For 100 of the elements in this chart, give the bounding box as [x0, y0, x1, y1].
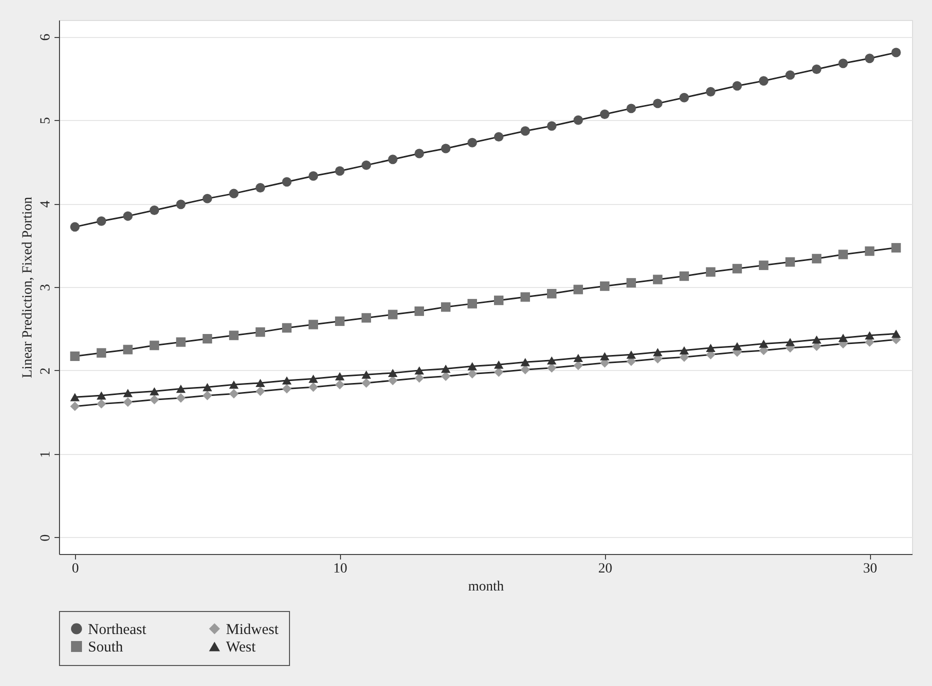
point	[626, 350, 636, 359]
point	[229, 389, 239, 399]
point	[70, 393, 80, 402]
point	[362, 160, 372, 170]
y-tick-label: 2	[38, 367, 54, 374]
point	[176, 384, 186, 393]
point	[652, 98, 662, 108]
point	[494, 296, 504, 306]
point	[573, 284, 583, 294]
point	[758, 260, 768, 270]
point	[150, 394, 160, 404]
x-tick-label: 20	[598, 562, 612, 576]
point	[176, 393, 186, 403]
point	[732, 264, 742, 274]
point	[150, 340, 160, 350]
point	[573, 115, 583, 125]
point	[282, 376, 292, 385]
point	[282, 384, 292, 394]
point	[96, 216, 106, 226]
point	[70, 352, 80, 361]
point	[891, 48, 901, 58]
legend-label: Midwest	[226, 622, 280, 638]
x-tick-label: 0	[72, 562, 79, 576]
point	[150, 206, 160, 215]
point	[520, 364, 530, 374]
point	[600, 352, 610, 360]
point	[388, 310, 398, 320]
point	[573, 360, 583, 370]
y-tick-label: 4	[38, 200, 54, 208]
point	[282, 323, 292, 333]
point	[256, 327, 266, 337]
point	[441, 372, 451, 382]
point	[176, 200, 186, 210]
point	[308, 374, 318, 383]
point	[679, 271, 689, 281]
point	[229, 188, 239, 198]
point	[732, 81, 742, 91]
point	[256, 182, 266, 192]
point	[362, 313, 372, 323]
point	[414, 366, 424, 375]
point	[150, 387, 160, 396]
point	[520, 292, 530, 302]
point	[308, 382, 318, 392]
point	[96, 399, 106, 409]
point	[546, 288, 556, 298]
point	[123, 397, 133, 407]
point	[626, 278, 636, 288]
point	[335, 316, 345, 326]
point	[546, 363, 556, 373]
point	[282, 177, 292, 187]
y-axis-title: Linear Prediction, Fixed Portion	[20, 196, 36, 378]
point	[308, 171, 318, 181]
y-tick-label: 5	[38, 117, 54, 124]
point	[388, 368, 398, 378]
point	[123, 344, 133, 354]
point	[414, 306, 424, 316]
point	[864, 246, 874, 256]
point	[652, 348, 662, 356]
point	[362, 378, 372, 388]
point	[494, 132, 504, 142]
point	[785, 257, 795, 267]
point	[256, 378, 266, 388]
point	[520, 358, 530, 366]
point	[202, 383, 212, 392]
point	[758, 76, 768, 86]
legend-label: South	[88, 640, 124, 656]
y-tick-label: 3	[38, 284, 54, 291]
point	[679, 92, 689, 102]
point	[494, 367, 504, 377]
point	[838, 58, 848, 68]
point	[388, 376, 398, 386]
point	[600, 110, 610, 120]
point	[70, 222, 80, 232]
point	[864, 54, 874, 64]
point	[891, 243, 901, 253]
point	[229, 380, 239, 389]
x-tick-label: 10	[333, 562, 348, 576]
point	[652, 274, 662, 284]
point	[441, 364, 451, 373]
point	[679, 346, 689, 355]
point	[176, 337, 186, 347]
point	[573, 354, 583, 362]
point	[468, 298, 477, 308]
point	[468, 369, 477, 379]
point	[202, 390, 212, 400]
point	[70, 402, 80, 412]
point	[600, 281, 610, 291]
point	[229, 330, 239, 340]
point	[838, 250, 848, 260]
point	[812, 254, 822, 264]
point	[785, 70, 795, 80]
y-tick-label: 0	[38, 534, 54, 542]
point	[362, 370, 372, 379]
point	[546, 356, 556, 365]
x-tick-label: 30	[863, 562, 878, 576]
point	[706, 87, 716, 96]
point	[123, 388, 133, 398]
legend-label: Northeast	[88, 622, 148, 638]
point	[388, 154, 398, 164]
point	[546, 121, 556, 131]
